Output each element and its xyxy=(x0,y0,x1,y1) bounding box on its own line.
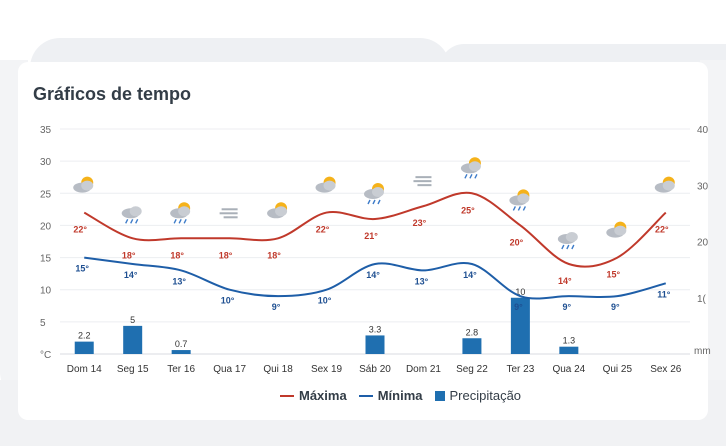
min-temp-label: 14° xyxy=(463,270,477,280)
y-axis-right-tick: 40 xyxy=(697,125,709,136)
x-axis-tick: Sex 19 xyxy=(311,364,343,375)
x-axis-tick: Qui 25 xyxy=(603,364,633,375)
precip-label: 1.3 xyxy=(563,336,576,346)
y-axis-left-tick: 15 xyxy=(40,254,52,265)
min-temp-label: 13° xyxy=(415,276,429,286)
precip-label: 0.7 xyxy=(175,339,188,349)
precip-bar xyxy=(365,335,385,354)
precip-bar xyxy=(123,325,143,354)
y-axis-left-tick: 20 xyxy=(40,221,52,232)
y-axis-left-unit: °C xyxy=(40,350,51,361)
precip-bar xyxy=(171,350,191,354)
legend-label-precip: Precipitação xyxy=(449,388,522,403)
x-axis-tick: Ter 23 xyxy=(506,364,534,375)
partly-cloudy-icon xyxy=(73,176,94,193)
fog-icon xyxy=(219,208,238,219)
x-axis-tick: Dom 14 xyxy=(67,364,102,375)
x-axis-tick: Seg 15 xyxy=(117,364,149,375)
x-axis-tick: Qui 18 xyxy=(263,364,293,375)
y-axis-left-tick: 35 xyxy=(40,125,52,136)
sun-rain-icon xyxy=(170,202,191,224)
x-axis-tick: Qua 17 xyxy=(213,364,246,375)
legend-swatch-max xyxy=(280,394,294,397)
y-axis-left-tick: 25 xyxy=(40,189,52,200)
legend-swatch-precip xyxy=(434,390,445,401)
precip-label: 10 xyxy=(515,287,525,297)
min-temp-label: 15° xyxy=(75,264,89,274)
min-temp-label: 9° xyxy=(514,302,523,312)
x-axis-tick: Qua 24 xyxy=(552,364,585,375)
x-axis-tick: Sex 26 xyxy=(650,364,682,375)
x-axis-tick: Dom 21 xyxy=(406,364,441,375)
max-temp-label: 18° xyxy=(122,250,136,260)
max-temp-label: 25° xyxy=(461,205,475,215)
x-axis-tick: Sáb 20 xyxy=(359,364,391,375)
thunder-rain-icon xyxy=(557,232,578,250)
min-temp-label: 11° xyxy=(657,289,671,299)
max-temp-line xyxy=(83,191,667,268)
legend-label-max: Máxima xyxy=(299,388,347,403)
max-temp-label: 22° xyxy=(73,225,87,235)
sun-rain-icon xyxy=(460,157,481,179)
y-axis-left-tick: 5 xyxy=(40,318,46,329)
min-temp-label: 14° xyxy=(124,270,138,280)
y-axis-left-tick: 10 xyxy=(40,286,52,297)
legend-item-max[interactable]: Máxima xyxy=(280,388,347,403)
min-temp-label: 10° xyxy=(318,296,332,306)
y-axis-left-tick: 30 xyxy=(40,157,52,168)
partly-sunny-icon xyxy=(267,202,288,219)
precip-bar xyxy=(559,346,579,354)
max-temp-label: 14° xyxy=(558,276,572,286)
min-temp-line xyxy=(84,256,667,300)
precip-label: 5 xyxy=(130,315,135,325)
precip-label: 3.3 xyxy=(369,324,382,334)
min-temp-label: 9° xyxy=(611,302,620,312)
max-temp-label: 18° xyxy=(219,250,233,260)
min-temp-label: 10° xyxy=(221,296,235,306)
y-axis-right-unit: mm xyxy=(694,346,711,357)
precip-bar xyxy=(462,338,482,354)
precip-label: 2.2 xyxy=(78,331,91,341)
partly-cloudy-icon xyxy=(606,221,627,238)
min-temp-label: 9° xyxy=(272,302,281,312)
sun-rain-icon xyxy=(509,189,530,211)
partly-cloudy-icon xyxy=(654,176,675,193)
max-temp-label: 22° xyxy=(655,225,669,235)
x-axis-tick: Ter 16 xyxy=(167,364,195,375)
max-temp-label: 20° xyxy=(510,237,524,247)
max-temp-label: 18° xyxy=(267,250,281,260)
legend-swatch-min xyxy=(358,394,373,397)
fog-icon xyxy=(413,176,432,187)
legend-item-min[interactable]: Mínima xyxy=(358,388,423,403)
max-temp-label: 18° xyxy=(170,250,184,260)
y-axis-right-tick: 30 xyxy=(697,181,709,192)
legend-item-precip[interactable]: Precipitação xyxy=(434,388,522,403)
min-temp-label: 14° xyxy=(366,270,380,280)
sun-rain-icon xyxy=(364,183,384,205)
min-temp-label: 13° xyxy=(172,276,186,286)
precip-bar xyxy=(510,297,530,354)
min-temp-label: 9° xyxy=(563,302,572,312)
precip-bar xyxy=(74,341,94,354)
x-axis-tick: Seg 22 xyxy=(456,364,488,375)
chart-legend: Máxima Mínima Precipitação xyxy=(280,388,521,403)
y-axis-right-tick: 20 xyxy=(697,238,709,249)
legend-label-min: Mínima xyxy=(377,388,423,403)
partly-sunny-icon xyxy=(315,176,336,193)
max-temp-label: 22° xyxy=(316,225,330,235)
max-temp-label: 15° xyxy=(606,270,620,280)
precip-label: 2.8 xyxy=(466,327,479,337)
max-temp-label: 21° xyxy=(364,231,378,241)
rain-cloud-icon xyxy=(121,206,142,224)
weather-chart-card xyxy=(18,62,708,420)
max-temp-label: 23° xyxy=(413,218,427,228)
y-axis-right-tick: 1( xyxy=(697,294,707,305)
widget-title: Gráficos de tempo xyxy=(33,84,192,104)
